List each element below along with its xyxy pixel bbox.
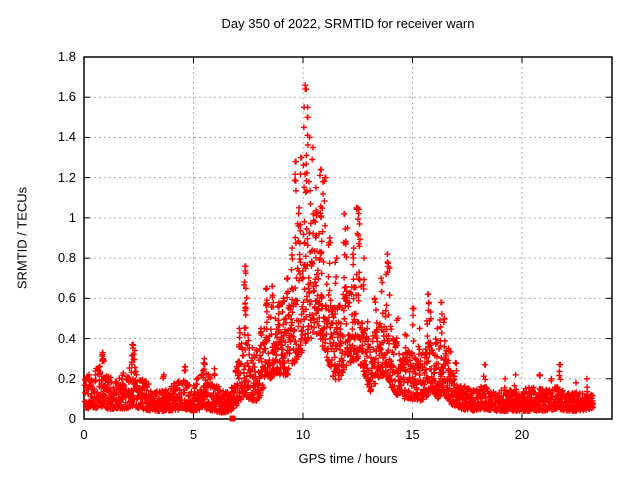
y-tick-label: 1.8: [57, 49, 76, 64]
plot-border: [83, 56, 613, 420]
x-tick-label: 15: [405, 427, 420, 442]
x-tick-label: 0: [80, 427, 88, 442]
x-tick-label: 10: [295, 427, 311, 442]
y-tick-label: 0: [68, 411, 76, 426]
chart-title: Day 350 of 2022, SRMTID for receiver war…: [221, 16, 475, 31]
x-tick-label: 5: [189, 427, 198, 442]
x-tick-label: 20: [514, 427, 530, 442]
y-tick-label: 1.2: [57, 169, 76, 185]
y-tick-label: 0.6: [57, 290, 76, 306]
y-tick-label: 0.8: [57, 250, 76, 266]
scatter-points: [81, 82, 597, 416]
y-tick-label: 0.2: [57, 370, 76, 386]
y-tick-label: 1.6: [57, 89, 76, 105]
outlier-square: [229, 415, 236, 422]
y-tick-label: 0.4: [57, 330, 76, 346]
y-tick-label: 1.4: [57, 129, 76, 145]
x-axis-label: GPS time / hours: [298, 451, 398, 466]
y-tick-label: 1: [68, 209, 76, 225]
